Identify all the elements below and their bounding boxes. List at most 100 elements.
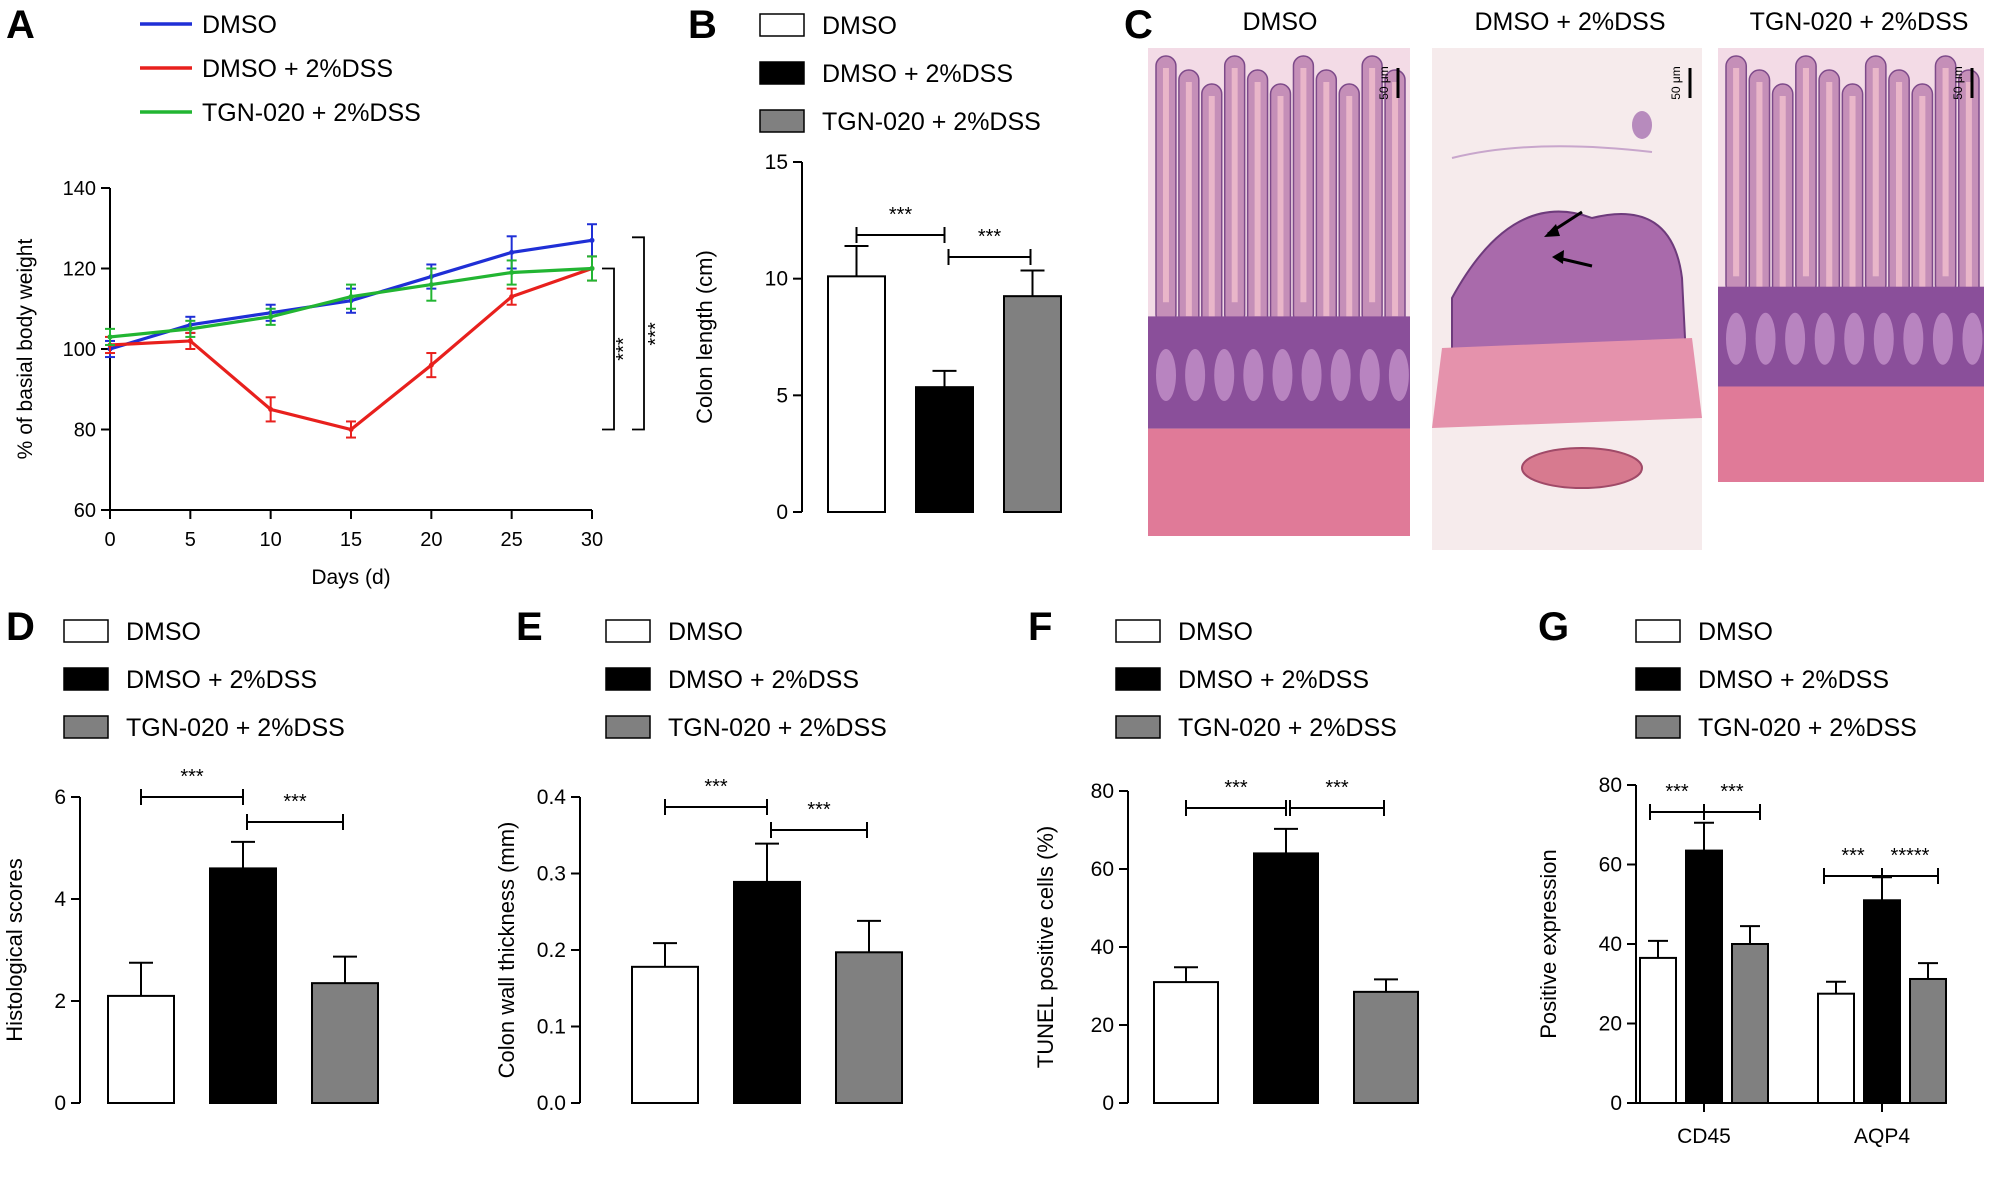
arrowhead-icon <box>1544 224 1560 237</box>
histology-image-dmso-crypt <box>1243 348 1264 401</box>
chart-g-legend-label: TGN-020 + 2%DSS <box>1698 714 1917 742</box>
chart-b-legend-swatch <box>759 13 805 37</box>
histology-image-tgn-crypt <box>1844 312 1865 365</box>
chart-b-bar <box>827 275 886 514</box>
histology-image-dss-debris-strand <box>1451 145 1653 159</box>
chart-b-bar <box>915 386 974 513</box>
chart-a-x-tick-label: 5 <box>185 529 196 551</box>
histology-image-dmso-villus-core <box>1277 96 1284 331</box>
chart-f-bar <box>1253 852 1319 1105</box>
histology-image-dss-debris <box>1632 111 1652 139</box>
histology-image-tgn-crypt <box>1755 312 1776 365</box>
chart-g-legend-label: DMSO <box>1698 618 1773 646</box>
histology-image-dss-vessel <box>1521 447 1643 489</box>
histology-image-dmso-villus-core <box>1162 68 1169 303</box>
histology-image-tgn-villus-core <box>1942 68 1949 277</box>
chart-a-point <box>509 294 515 300</box>
histology-image-dmso-villus-core <box>1231 68 1238 303</box>
chart-a-point <box>509 270 515 276</box>
chart-f-bar <box>1153 981 1219 1104</box>
chart-b-y-tick-label: 15 <box>765 151 788 174</box>
chart-a-point <box>589 266 595 271</box>
histology-image-dmso-scale-bar-label: 50 μm <box>1377 66 1391 100</box>
histology-image-dss-submucosa <box>1432 338 1702 428</box>
chart-b-y-tick-label: 0 <box>776 501 788 524</box>
histology-image-dmso-crypt <box>1214 348 1235 401</box>
histology-image-tgn-villus-core <box>1756 82 1763 291</box>
chart-a-sig-label: *** <box>613 337 635 361</box>
histology-image-dmso-crypt <box>1301 348 1322 401</box>
chart-d-y-axis-label: Histological scores <box>2 858 27 1041</box>
chart-b-y-tick-label: 10 <box>765 268 788 291</box>
arrow-icon <box>1557 256 1593 268</box>
chart-g-sig-3-label: *** <box>1841 845 1865 867</box>
chart-g-bar <box>1863 899 1901 1105</box>
chart-a: 60 80 100 120 140 % of basial body weight 0 5 10… <box>14 11 667 589</box>
chart-g-sig-1-label: *** <box>1665 781 1689 803</box>
histology-image-dmso-villus-core <box>1392 82 1399 317</box>
chart-a-point <box>589 237 595 243</box>
chart-e-legend-label: DMSO <box>668 618 743 646</box>
chart-e-bar <box>733 880 801 1104</box>
chart-a-y-axis-label: % of basial body weight <box>14 239 37 460</box>
chart-g-y-tick-label: 20 <box>1599 1013 1622 1036</box>
chart-e-sig-2-label: *** <box>807 799 831 821</box>
chart-a-point <box>428 362 434 368</box>
histology-image-tgn-muscle-layer <box>1718 386 1984 482</box>
chart-f-legend-label: TGN-020 + 2%DSS <box>1178 714 1397 742</box>
histology-image-dmso-villus-core <box>1208 96 1215 331</box>
chart-g-sig-2-label: *** <box>1720 781 1744 803</box>
chart-b-legend-swatch <box>759 109 805 133</box>
chart-d: 0 2 4 6 Histological scores DMSO DMSO + 2%DSS T… <box>2 618 379 1115</box>
chart-d-sig-2-label: *** <box>283 791 307 813</box>
chart-f-y-axis-label: TUNEL positive cells (%) <box>1033 826 1058 1068</box>
chart-g-y-tick-label: 0 <box>1610 1092 1622 1115</box>
chart-d-sig-1-label: *** <box>180 766 204 788</box>
histology-image-dmso-villus-core <box>1254 82 1261 317</box>
chart-a-legend-label: TGN-020 + 2%DSS <box>202 99 421 127</box>
histology-image-tgn: 50 μm <box>1718 48 1984 482</box>
chart-a-y-tick-label: 80 <box>74 420 96 442</box>
chart-a-x-tick-label: 0 <box>104 529 115 551</box>
chart-g-x-tick-label: AQP4 <box>1854 1125 1910 1148</box>
chart-b-sig-2-label: *** <box>978 226 1002 248</box>
chart-g-bar <box>1685 849 1723 1105</box>
chart-g-legend-swatch <box>1635 619 1681 643</box>
chart-g-bar <box>1909 977 1947 1104</box>
histology-image-dmso-crypt <box>1156 348 1176 401</box>
histology-title-2: DMSO + 2%DSS <box>1474 8 1665 36</box>
panel-letter-f: F <box>1028 605 1052 649</box>
chart-a-y-tick-label: 120 <box>63 259 96 281</box>
histology-image-dmso: 50 μm <box>1148 48 1410 536</box>
chart-f-legend-label: DMSO <box>1178 618 1253 646</box>
histology-image-dmso-crypt <box>1330 348 1351 401</box>
chart-b-y-tick-label: 5 <box>776 384 788 407</box>
histology-image-tgn-villus-core <box>1779 96 1786 305</box>
chart-d-bar <box>209 867 277 1105</box>
chart-a-sig-bracket-inner <box>602 267 615 431</box>
chart-g-legend-label: DMSO + 2%DSS <box>1698 666 1889 694</box>
chart-b-legend-label: TGN-020 + 2%DSS <box>822 108 1041 136</box>
chart-a-legend-label: DMSO + 2%DSS <box>202 55 393 83</box>
chart-d-legend-swatch <box>63 667 109 691</box>
panel-letter-a: A <box>6 3 35 47</box>
chart-g-y-axis-label: Positive expression <box>1536 849 1561 1039</box>
chart-a-point <box>187 338 193 344</box>
histology-image-dmso-villus-core <box>1369 68 1376 303</box>
chart-b-legend-label: DMSO <box>822 12 897 40</box>
chart-a-point <box>268 314 274 320</box>
chart-g-legend-swatch <box>1635 667 1681 691</box>
chart-d-y-tick-label: 4 <box>54 888 66 911</box>
chart-f-legend-label: DMSO + 2%DSS <box>1178 666 1369 694</box>
chart-f-legend-swatch <box>1115 619 1161 643</box>
chart-e: 0.0 0.1 0.2 0.3 0.4 Colon wall thickness (mm)… <box>494 618 903 1115</box>
chart-d-y-tick-label: 0 <box>54 1092 66 1115</box>
panel-letter-d: D <box>6 605 35 649</box>
chart-f-legend-swatch <box>1115 667 1161 691</box>
chart-a-x-axis-label: Days (d) <box>311 566 390 589</box>
histology-image-tgn-villus-core <box>1826 82 1833 291</box>
chart-d-y-tick-label: 6 <box>54 786 66 809</box>
histology-image-dmso-villus-core <box>1185 82 1192 317</box>
panel-letter-g: G <box>1538 605 1569 649</box>
